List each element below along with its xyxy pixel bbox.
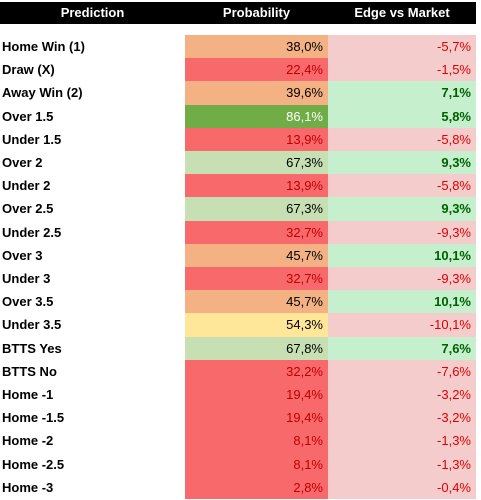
prediction-cell: Over 3 xyxy=(2,247,43,263)
table-row: Over 3 45,7% 10,1% xyxy=(0,243,476,267)
probability-cell: 32,2% xyxy=(185,359,328,383)
table-row: Over 1.5 86,1% 5,8% xyxy=(0,104,476,128)
probability-cell: 13,9% xyxy=(185,127,328,151)
prediction-cell: Home Win (1) xyxy=(2,39,85,54)
edge-cell: 7,1% xyxy=(328,81,476,105)
table-row: Under 3 32,7% -9,3% xyxy=(0,267,476,291)
table-row: Away Win (2) 39,6% 7,1% xyxy=(0,81,476,105)
table-row: Under 1.5 13,9% -5,8% xyxy=(0,127,476,151)
table-row: Over 3.5 45,7% 10,1% xyxy=(0,290,476,314)
probability-cell: 38,0% xyxy=(185,35,328,59)
edge-cell: -5,8% xyxy=(328,127,476,151)
edge-cell: 7,6% xyxy=(328,336,476,360)
probability-cell: 32,7% xyxy=(185,267,328,291)
edge-cell: -3,2% xyxy=(328,383,476,407)
probability-cell: 45,7% xyxy=(185,290,328,314)
edge-cell: -0,4% xyxy=(328,475,476,499)
probability-cell: 13,9% xyxy=(185,174,328,198)
edge-cell: -3,2% xyxy=(328,406,476,430)
table-row: Home -2.5 8,1% -1,3% xyxy=(0,452,476,476)
edge-cell: 5,8% xyxy=(328,104,476,128)
probability-cell: 67,8% xyxy=(185,336,328,360)
edge-cell: 9,3% xyxy=(328,151,476,175)
edge-cell: -1,3% xyxy=(328,429,476,453)
prediction-cell: BTTS Yes xyxy=(2,340,62,356)
prediction-cell: Away Win (2) xyxy=(2,85,83,101)
edge-cell: 9,3% xyxy=(328,197,476,221)
prediction-cell: Home -1 xyxy=(2,387,54,402)
table-row: Home -3 2,8% -0,4% xyxy=(0,475,476,499)
header-cell: Edge vs Market xyxy=(354,5,450,20)
header-cell: Prediction xyxy=(60,5,125,20)
probability-cell: 22,4% xyxy=(185,58,328,82)
probability-cell: 2,8% xyxy=(185,475,328,499)
prediction-cell: Draw (X) xyxy=(2,62,55,78)
edge-cell: -1,5% xyxy=(328,58,476,82)
table-row: Under 3.5 54,3% -10,1% xyxy=(0,313,476,337)
prediction-cell: Under 3.5 xyxy=(2,317,62,333)
edge-cell: 10,1% xyxy=(328,243,476,267)
probability-cell: 45,7% xyxy=(185,243,328,267)
prediction-cell: Home -2 xyxy=(2,433,54,449)
probability-cell: 54,3% xyxy=(185,313,328,337)
prediction-cell: Over 3.5 xyxy=(2,294,54,310)
table-row: Under 2.5 32,7% -9,3% xyxy=(0,220,476,244)
prediction-cell: Home -1.5 xyxy=(2,410,65,426)
table-row: Home -1 19,4% -3,2% xyxy=(0,383,476,407)
probability-cell: 86,1% xyxy=(185,104,328,128)
prediction-cell: Over 1.5 xyxy=(2,108,54,124)
prediction-cell: Over 2.5 xyxy=(2,201,54,217)
probability-cell: 19,4% xyxy=(185,383,328,407)
table-row: Over 2 67,3% 9,3% xyxy=(0,151,476,175)
header-row: Prediction Probability Edge vs Market xyxy=(0,2,476,24)
table-row: BTTS No 32,2% -7,6% xyxy=(0,359,476,383)
edge-cell: -1,3% xyxy=(328,452,476,476)
probability-cell: 67,3% xyxy=(185,197,328,221)
probability-cell: 39,6% xyxy=(185,81,328,105)
prediction-cell: Under 1.5 xyxy=(2,131,62,147)
prediction-cell: Under 2.5 xyxy=(2,224,62,240)
edge-cell: -10,1% xyxy=(328,313,476,337)
probability-cell: 8,1% xyxy=(185,452,328,476)
table-row: Draw (X) 22,4% -1,5% xyxy=(0,58,476,82)
edge-cell: -5,8% xyxy=(328,174,476,198)
prediction-cell: Under 2 xyxy=(2,178,51,194)
prediction-cell: Home -2.5 xyxy=(2,456,65,472)
probability-cell: 32,7% xyxy=(185,220,328,244)
table-row: Over 2.5 67,3% 9,3% xyxy=(0,197,476,221)
table-row: Home Win (1) 38,0% -5,7% xyxy=(0,35,476,59)
header-cell: Probability xyxy=(222,5,291,20)
edge-cell: -9,3% xyxy=(328,267,476,291)
probability-cell: 8,1% xyxy=(185,429,328,453)
table-row: Under 2 13,9% -5,8% xyxy=(0,174,476,198)
prediction-cell: Home -3 xyxy=(2,479,54,495)
table-row: Home -2 8,1% -1,3% xyxy=(0,429,476,453)
table-row: BTTS Yes 67,8% 7,6% xyxy=(0,336,476,360)
edge-cell: -5,7% xyxy=(328,35,476,59)
table-row: Home -1.5 19,4% -3,2% xyxy=(0,406,476,430)
prediction-cell: Over 2 xyxy=(2,155,43,170)
prediction-cell: BTTS No xyxy=(2,363,57,379)
prediction-cell: Under 3 xyxy=(2,271,51,286)
edge-cell: 10,1% xyxy=(328,290,476,314)
edge-cell: -7,6% xyxy=(328,359,476,383)
probability-cell: 67,3% xyxy=(185,151,328,175)
edge-cell: -9,3% xyxy=(328,220,476,244)
probability-cell: 19,4% xyxy=(185,406,328,430)
